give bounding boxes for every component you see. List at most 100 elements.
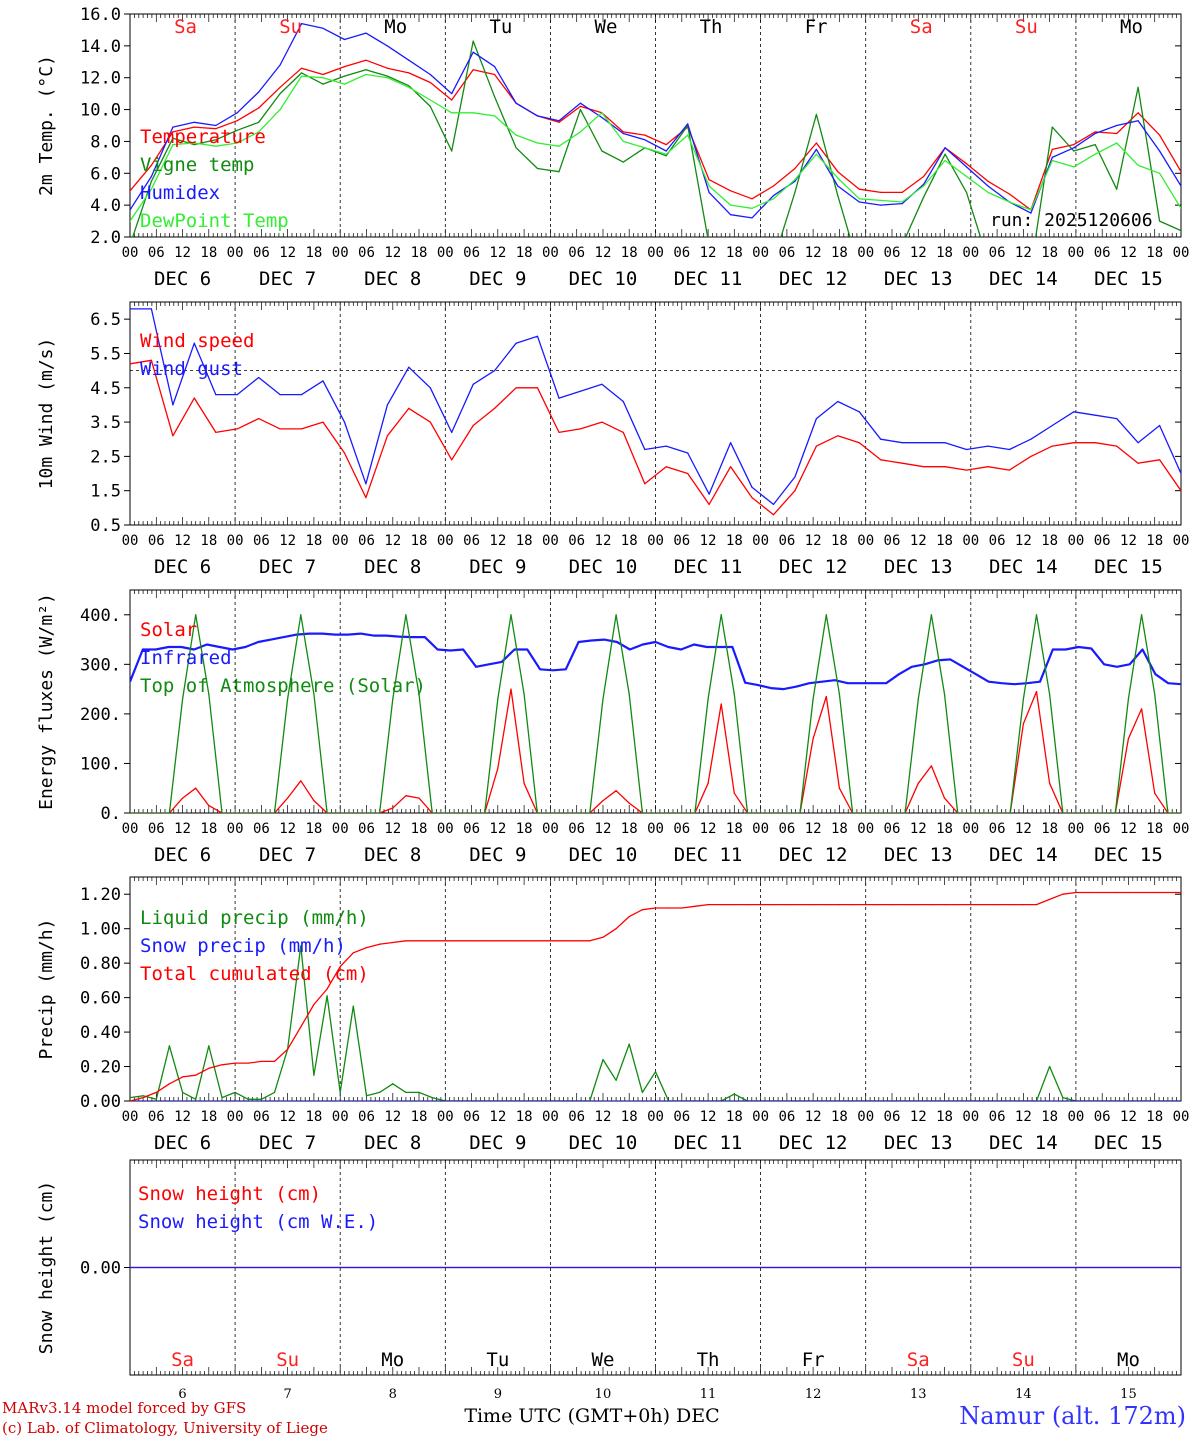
y-tick-label: 8.0 xyxy=(90,132,121,152)
data-point xyxy=(339,966,341,968)
day-name: Sa xyxy=(910,16,933,38)
data-point xyxy=(1030,209,1032,211)
data-point xyxy=(260,1098,262,1100)
data-point xyxy=(794,476,796,478)
data-point xyxy=(794,167,796,170)
data-point xyxy=(1062,893,1064,895)
data-point xyxy=(930,904,933,906)
date-label: DEC 7 xyxy=(259,1132,316,1154)
data-point xyxy=(515,387,517,389)
data-point xyxy=(221,1064,223,1066)
data-point xyxy=(562,940,565,942)
date-label: DEC 13 xyxy=(884,1132,953,1154)
data-point xyxy=(1116,666,1118,668)
hour-tick-label: 18 xyxy=(1041,821,1058,837)
data-point xyxy=(193,397,195,399)
data-point xyxy=(155,1091,157,1093)
data-point xyxy=(668,907,670,909)
data-point xyxy=(172,435,174,437)
data-point xyxy=(852,812,854,813)
data-point xyxy=(1073,144,1075,146)
data-point xyxy=(313,1074,315,1076)
data-point xyxy=(707,904,709,906)
data-point xyxy=(930,614,933,616)
data-point xyxy=(431,812,433,813)
data-point xyxy=(339,1091,341,1093)
data-point xyxy=(475,666,477,668)
data-point xyxy=(815,418,818,420)
data-point xyxy=(1088,891,1090,894)
data-point xyxy=(418,1091,420,1093)
data-point xyxy=(484,812,486,813)
data-point xyxy=(1030,212,1032,214)
day-name: Tu xyxy=(489,16,512,38)
data-point xyxy=(195,787,197,789)
data-point xyxy=(786,904,788,906)
data-point xyxy=(1116,445,1118,447)
series-line-dewpoint-temp xyxy=(130,73,1181,222)
data-point xyxy=(799,904,801,906)
y-tick-label: 400. xyxy=(80,606,121,626)
data-point xyxy=(258,376,260,379)
data-point xyxy=(484,940,486,942)
data-point xyxy=(379,943,381,945)
data-point xyxy=(321,633,323,635)
data-point xyxy=(641,1091,644,1093)
day-name: Su xyxy=(1015,16,1038,38)
data-point xyxy=(730,442,732,444)
hour-tick-label: 00 xyxy=(542,821,559,837)
data-point xyxy=(193,648,195,651)
data-point xyxy=(987,466,989,468)
data-point xyxy=(1141,648,1144,651)
day-number: 8 xyxy=(389,1387,397,1402)
data-point xyxy=(694,905,696,907)
series-line-temperature xyxy=(130,59,1181,211)
data-point xyxy=(1094,132,1096,135)
hour-tick-label: 12 xyxy=(910,821,927,837)
station-name: Namur (alt. 172m) xyxy=(959,1402,1186,1430)
data-point xyxy=(182,797,184,799)
hour-tick-label: 06 xyxy=(989,821,1006,837)
y-tick-label: 1.20 xyxy=(80,885,121,905)
data-point xyxy=(708,185,710,187)
hour-tick-label: 00 xyxy=(122,533,139,549)
hour-tick-label: 00 xyxy=(1067,245,1084,261)
time-ticks xyxy=(129,877,1182,1101)
hour-tick-label: 12 xyxy=(384,245,401,261)
y-tick-label: 0. xyxy=(101,804,121,824)
data-point xyxy=(706,646,708,648)
day-name: Fr xyxy=(802,1349,825,1371)
y-tick-label: 4.0 xyxy=(90,196,121,216)
data-point xyxy=(488,663,490,665)
y-tick-label: 0.20 xyxy=(80,1058,121,1078)
data-point xyxy=(411,636,413,638)
date-label: DEC 15 xyxy=(1094,844,1163,866)
data-point xyxy=(680,648,682,651)
data-point xyxy=(1137,86,1139,88)
hour-tick-label: 00 xyxy=(857,533,874,549)
data-point xyxy=(287,1048,289,1050)
legend-entry: Total cumulated (cm) xyxy=(140,963,369,985)
data-point xyxy=(558,171,560,173)
date-label: DEC 11 xyxy=(674,1132,743,1154)
series-line-solar xyxy=(130,688,1181,813)
data-point xyxy=(494,66,496,68)
data-point xyxy=(313,800,315,802)
hour-tick-label: 12 xyxy=(279,245,296,261)
data-point xyxy=(821,681,823,683)
hour-tick-label: 00 xyxy=(1067,1109,1084,1125)
data-point xyxy=(923,442,925,444)
data-point xyxy=(234,812,236,813)
data-point xyxy=(943,904,946,906)
data-point xyxy=(987,445,989,447)
legend-entry: Wind gust xyxy=(140,358,243,380)
data-point xyxy=(523,782,525,784)
data-point xyxy=(536,335,539,337)
data-point xyxy=(601,112,603,114)
hour-tick-label: 12 xyxy=(595,533,612,549)
data-point xyxy=(579,428,582,430)
hour-tick-label: 00 xyxy=(752,821,769,837)
data-point xyxy=(558,145,560,147)
data-point xyxy=(1008,448,1011,451)
data-point xyxy=(1180,230,1181,232)
